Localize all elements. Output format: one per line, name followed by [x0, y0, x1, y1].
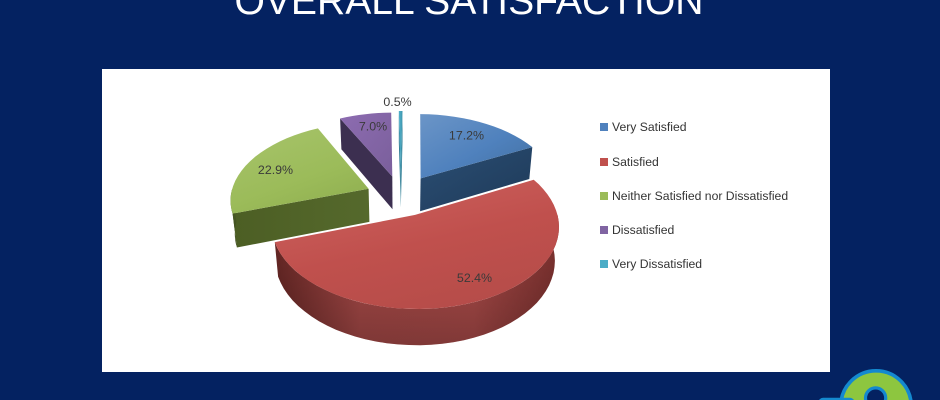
svg-text:22.9%: 22.9% — [258, 163, 293, 177]
svg-text:7.0%: 7.0% — [359, 120, 387, 134]
svg-text:52.4%: 52.4% — [457, 271, 492, 285]
svg-text:0.5%: 0.5% — [383, 95, 411, 109]
svg-text:17.2%: 17.2% — [449, 129, 484, 143]
